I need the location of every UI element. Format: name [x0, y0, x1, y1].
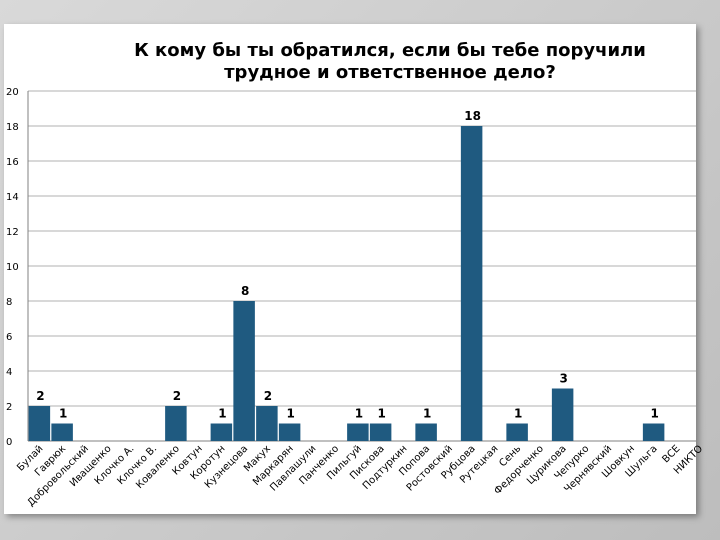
y-tick-label: 8 [6, 297, 12, 308]
bar [506, 423, 528, 441]
y-tick-label: 12 [6, 227, 19, 238]
y-tick-label: 4 [6, 367, 12, 378]
data-label: 3 [559, 372, 567, 386]
data-label: 8 [241, 284, 249, 298]
data-label: 1 [218, 407, 226, 421]
bar [210, 423, 233, 441]
bar [415, 423, 437, 441]
data-label: 2 [264, 389, 272, 403]
y-tick-label: 2 [6, 402, 12, 413]
data-label: 1 [377, 407, 385, 421]
data-label: 18 [464, 109, 481, 123]
chart-title-line-2: трудное и ответственное дело? [224, 62, 556, 83]
data-label: 1 [514, 407, 522, 421]
bar [369, 423, 392, 441]
y-tick-label: 0 [6, 437, 12, 448]
y-tick-label: 6 [6, 332, 12, 343]
bar [165, 406, 187, 441]
data-label: 2 [173, 389, 181, 403]
y-tick-label: 20 [6, 87, 19, 98]
bar [551, 388, 574, 441]
bar [51, 423, 73, 441]
y-tick-label: 16 [6, 157, 19, 168]
y-tick-label: 18 [6, 122, 19, 133]
data-label: 1 [59, 407, 67, 421]
data-label: 1 [423, 407, 431, 421]
bar [347, 423, 369, 441]
y-tick-label: 14 [6, 192, 19, 203]
data-label: 2 [36, 389, 44, 403]
bar [256, 406, 278, 441]
bar [233, 301, 255, 441]
bar [28, 406, 51, 441]
bar [642, 423, 665, 441]
chart-title-line-1: К кому бы ты обратился, если бы тебе пор… [134, 40, 646, 61]
y-tick-label: 10 [6, 262, 19, 273]
data-label: 1 [355, 407, 363, 421]
data-label: 1 [650, 407, 658, 421]
bar [460, 126, 483, 441]
data-label: 1 [286, 407, 294, 421]
bar [278, 423, 301, 441]
